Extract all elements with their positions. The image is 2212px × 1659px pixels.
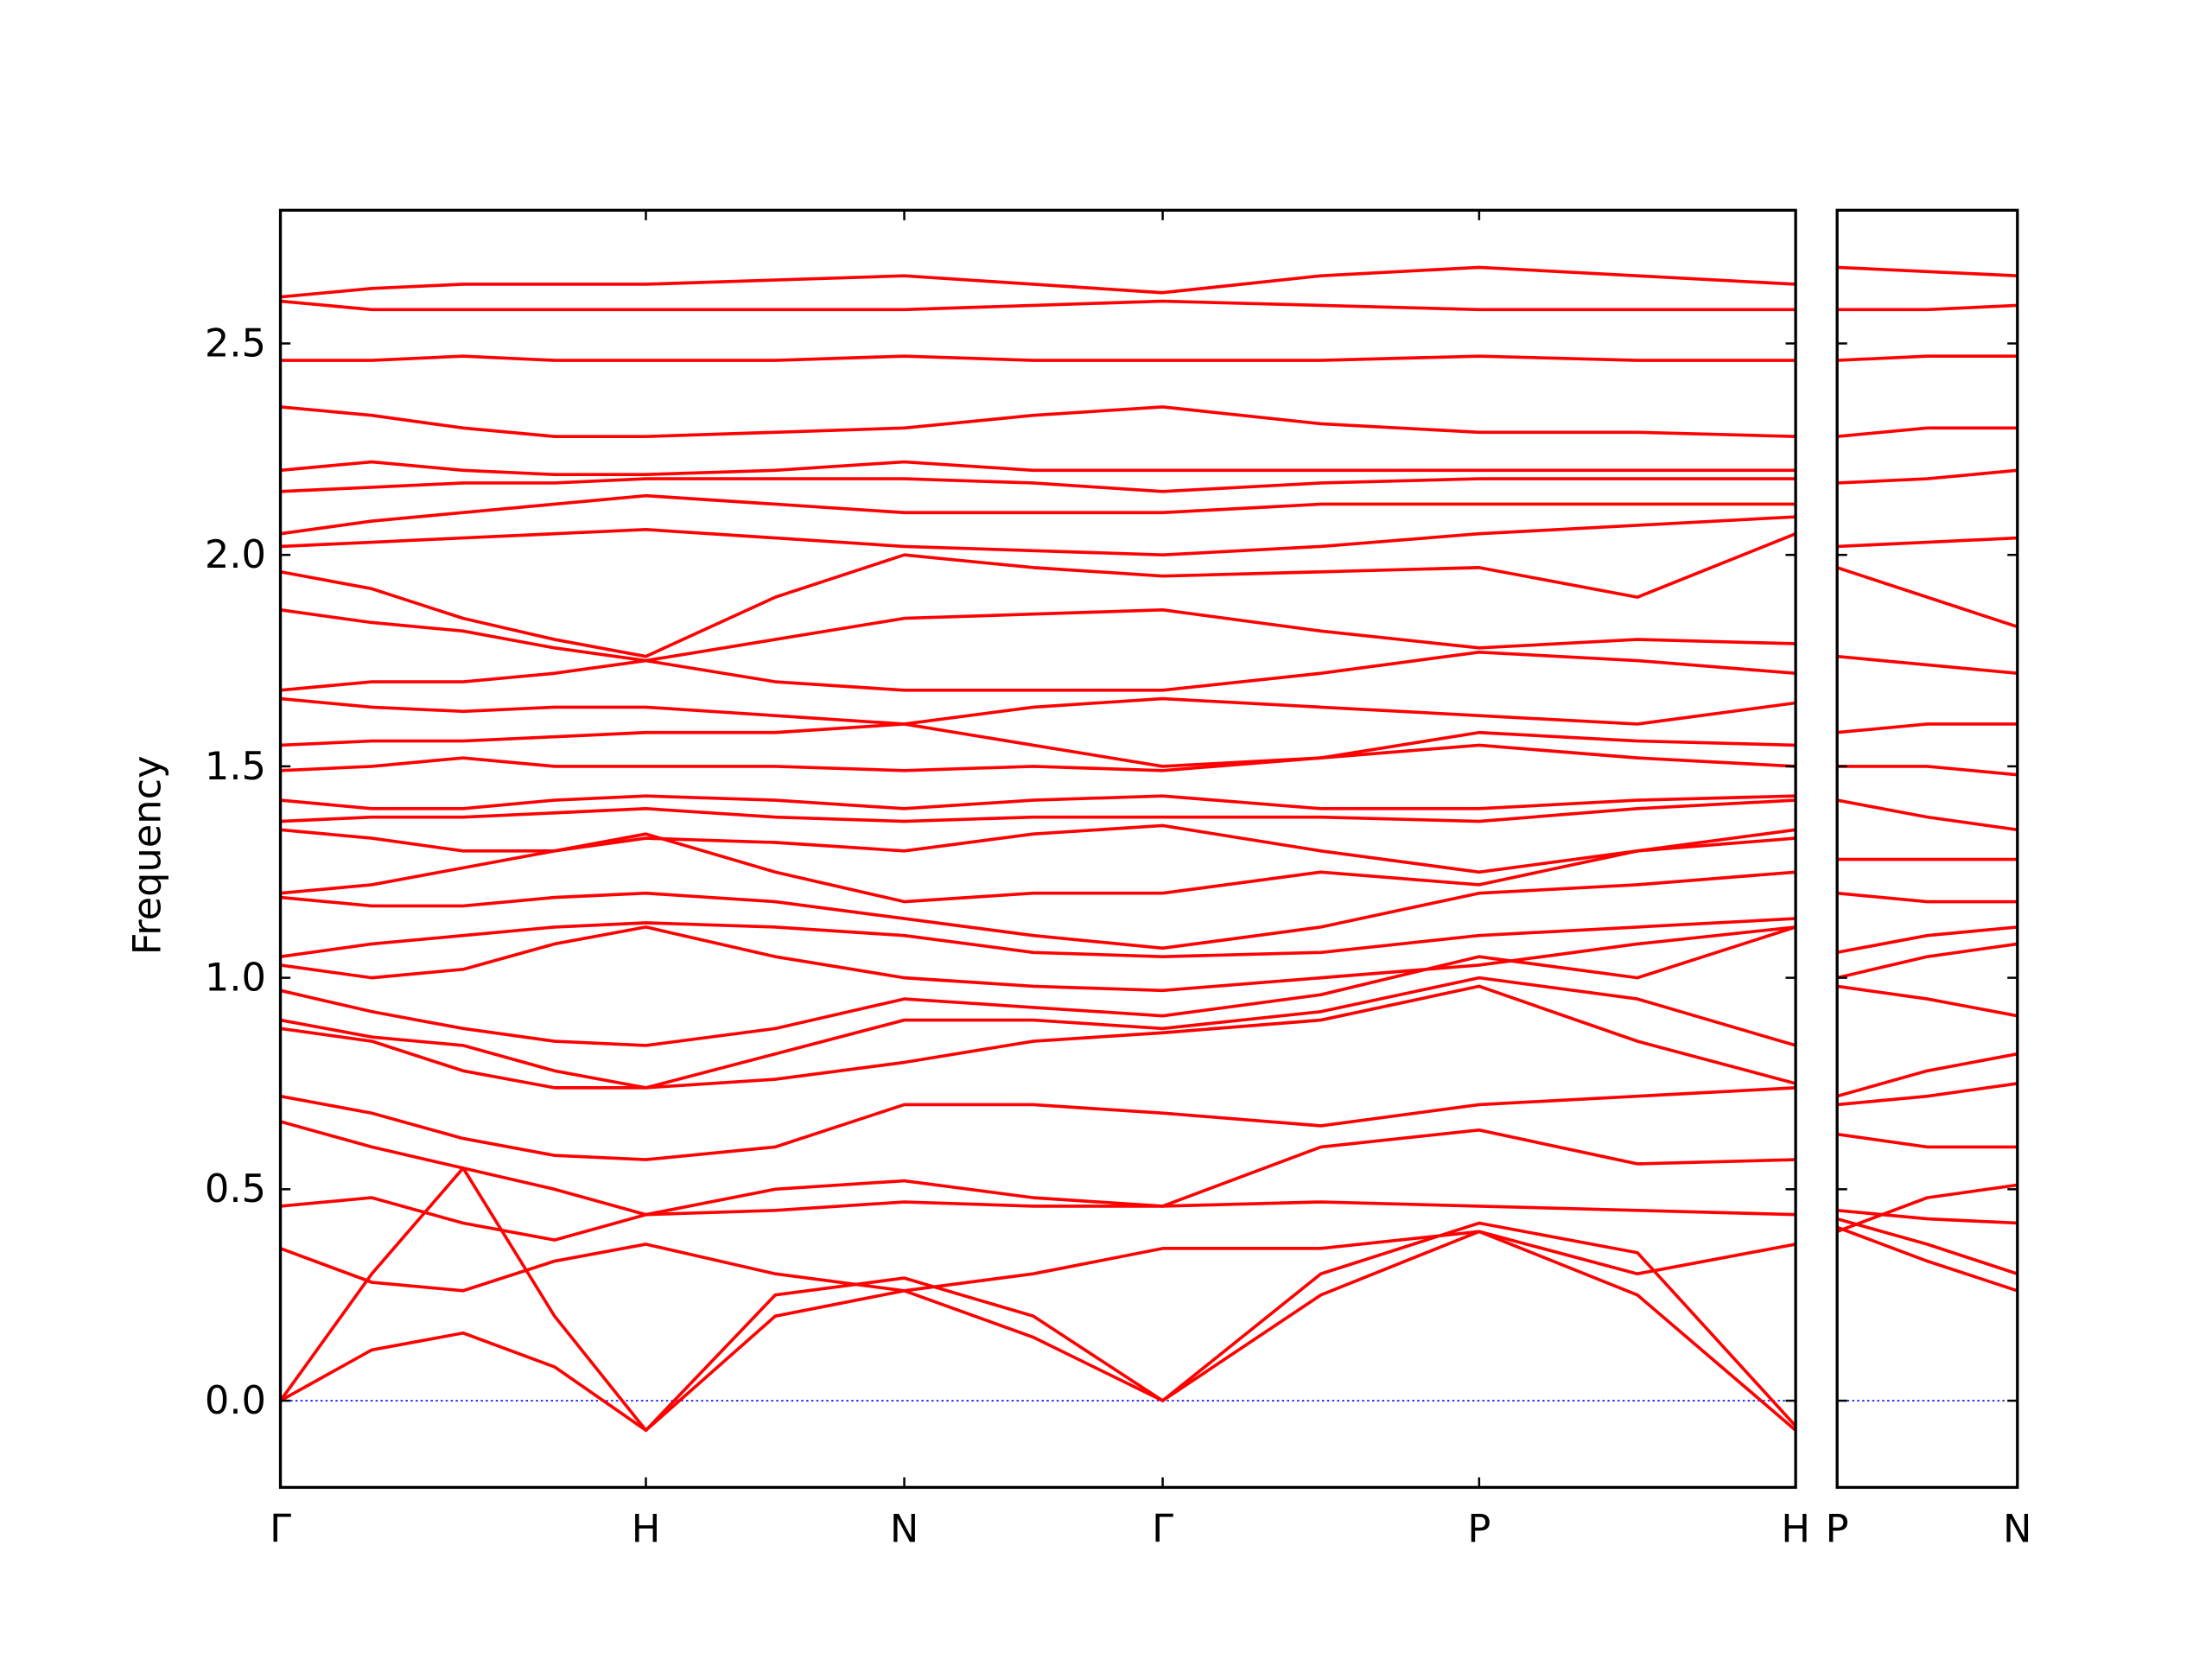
band-line	[1836, 1082, 2018, 1107]
x-tick-label: N	[2003, 1506, 2031, 1551]
band-line	[1836, 925, 2018, 955]
x-tick-label: N	[890, 1506, 918, 1551]
plot-frame	[278, 208, 1797, 1490]
y-tick-label: 2.5	[205, 321, 266, 365]
band-line	[1836, 798, 2018, 832]
band-line	[280, 460, 1796, 477]
band-line	[1837, 536, 2018, 549]
band-line	[280, 477, 1796, 493]
band-line	[1836, 942, 2018, 980]
band-line	[280, 870, 1796, 950]
band-line	[1837, 468, 2018, 485]
band-line	[1836, 654, 2018, 676]
band-line	[1837, 354, 2018, 362]
band-line	[280, 1120, 1796, 1217]
band-line	[280, 532, 1796, 658]
band-line	[1837, 265, 2018, 277]
y-tick-label: 0.0	[205, 1378, 266, 1423]
band-line	[280, 984, 1796, 1090]
band-line	[279, 1230, 1796, 1293]
y-tick-label: 2.0	[205, 532, 266, 577]
band-line	[1836, 1208, 2018, 1225]
band-line	[280, 794, 1796, 810]
band-line	[280, 925, 1796, 1047]
band-line	[280, 354, 1796, 362]
band-line	[1836, 1052, 2018, 1098]
band-line	[1836, 984, 2018, 1018]
plot-frame	[1835, 208, 2019, 1490]
band-line	[280, 798, 1796, 823]
band-line	[280, 696, 1796, 726]
band-line	[280, 1179, 1796, 1242]
band-line	[280, 976, 1796, 1090]
band-line	[1836, 891, 2018, 904]
band-line	[1836, 1217, 2018, 1275]
y-tick-label: 1.0	[205, 956, 266, 1001]
band-line	[280, 925, 1796, 993]
band-line	[280, 405, 1796, 438]
band-line	[280, 265, 1796, 299]
y-tick-label: 0.5	[205, 1166, 266, 1211]
band-line	[1836, 1225, 2018, 1293]
band-line	[280, 299, 1796, 312]
band-line	[280, 743, 1796, 772]
band-line	[1837, 765, 2018, 777]
band-line	[280, 607, 1796, 663]
y-tick-label: 1.5	[205, 744, 266, 789]
band-line	[280, 823, 1796, 874]
band-line	[1836, 566, 2018, 629]
band-line	[280, 917, 1796, 958]
x-tick-label: Γ	[1152, 1506, 1173, 1551]
x-tick-label: H	[1781, 1506, 1810, 1551]
band-line	[280, 650, 1796, 692]
band-line	[1836, 426, 2018, 438]
band-line	[1836, 1183, 2018, 1233]
y-axis-label: Frequency	[124, 755, 169, 955]
band-line	[280, 515, 1796, 557]
x-tick-label: P	[1467, 1506, 1491, 1551]
band-line	[280, 1086, 1796, 1161]
band-line	[1836, 722, 2018, 734]
band-line	[1837, 303, 2018, 312]
band-line	[280, 493, 1796, 536]
x-tick-label: Γ	[270, 1506, 291, 1551]
band-line	[1836, 1132, 2018, 1149]
band-line	[280, 832, 1796, 904]
x-tick-label: H	[632, 1506, 661, 1551]
x-tick-label: P	[1826, 1506, 1849, 1551]
